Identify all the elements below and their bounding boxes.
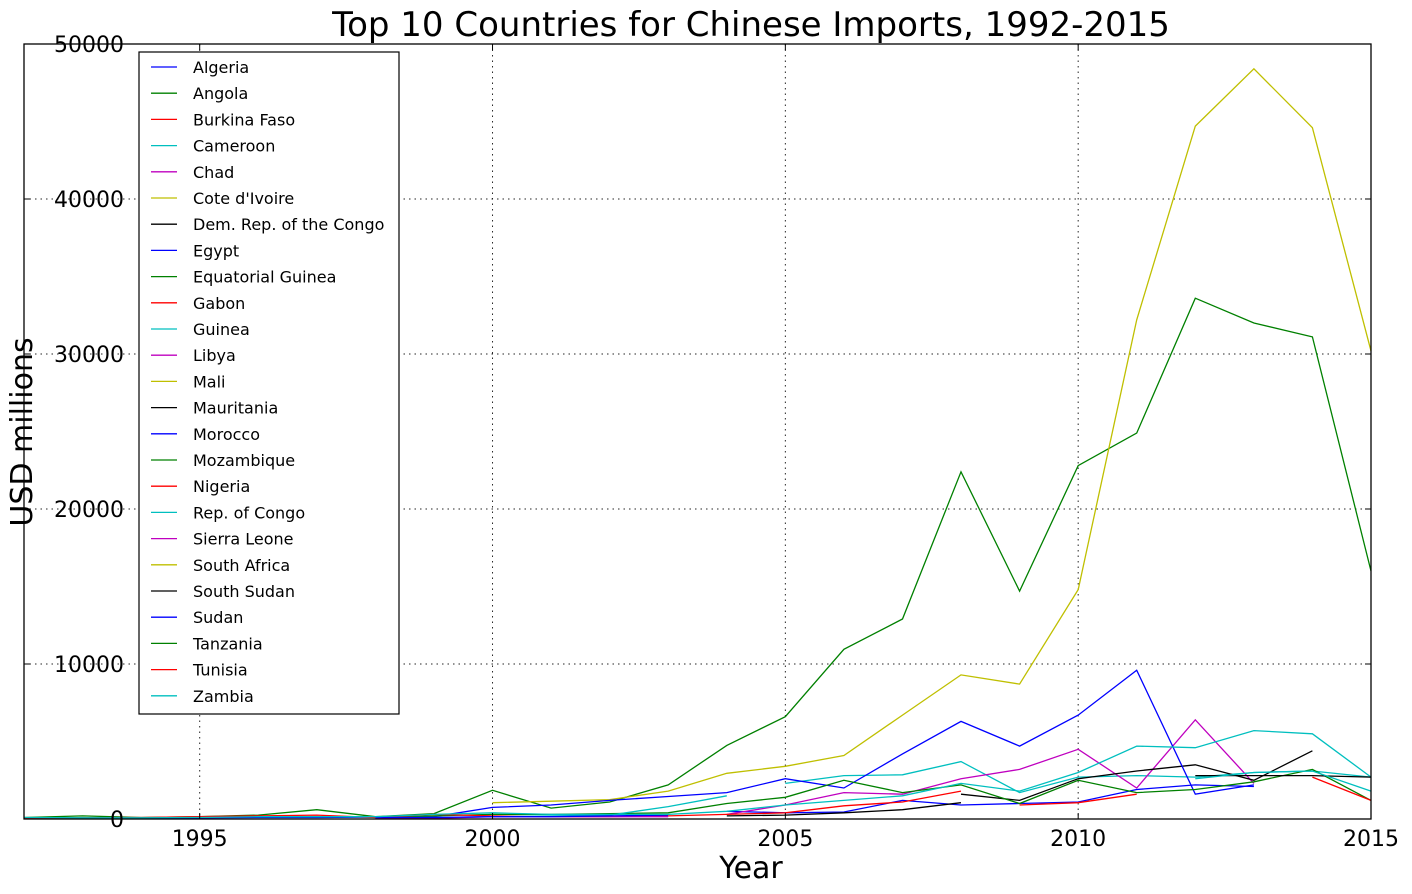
legend-entry: Rep. of Congo (193, 503, 305, 522)
y-tick-label: 50000 (54, 33, 124, 58)
legend-entry: Mauritania (193, 399, 278, 418)
legend-entry: Tanzania (192, 634, 263, 653)
legend-entry: Morocco (193, 425, 260, 444)
legend-box (138, 51, 400, 715)
legend-entry: Libya (193, 346, 236, 365)
y-tick-label: 10000 (54, 653, 124, 678)
x-tick-label: 2000 (465, 827, 521, 852)
legend-entry: South Africa (193, 556, 290, 575)
y-tick-label: 0 (110, 808, 124, 833)
legend-entry: Tunisia (192, 661, 248, 680)
legend-entry: Burkina Faso (193, 110, 295, 129)
legend-entry: Mozambique (193, 451, 295, 470)
series-line-4 (726, 718, 1255, 816)
x-tick-label: 2015 (1343, 827, 1399, 852)
legend-entry: Gabon (193, 294, 245, 313)
legend-entry: Angola (193, 84, 248, 103)
series-line-24 (1195, 770, 1372, 792)
legend-entry: Chad (193, 163, 234, 182)
chart-title: Top 10 Countries for Chinese Imports, 19… (331, 5, 1170, 45)
legend: Algeria Angola Burkina Faso Cameroon Chad Cot… (138, 51, 400, 715)
legend-entry: Egypt (193, 241, 239, 260)
series-line-13 (726, 802, 962, 817)
legend-entry: Dem. Rep. of the Congo (193, 215, 384, 234)
plot-frame (23, 43, 1372, 820)
legend-entry: South Sudan (193, 582, 295, 601)
y-tick-label: 40000 (54, 188, 124, 213)
legend-entry: Sierra Leone (193, 530, 293, 549)
series-lines (23, 67, 1372, 819)
legend-entry: Sudan (193, 608, 243, 627)
series-line-2 (1019, 793, 1137, 806)
series-line-1 (23, 297, 1372, 819)
series-line-17 (23, 729, 1372, 819)
legend-entry: Cote d'Ivoire (193, 189, 294, 208)
x-axis-label: Year (718, 851, 783, 886)
series-line-6 (960, 750, 1313, 802)
x-tick-label: 1995 (172, 827, 228, 852)
legend-entry: Zambia (193, 687, 254, 706)
legend-entry: Nigeria (193, 477, 250, 496)
series-line-16 (1312, 776, 1372, 802)
legend-entry: Cameroon (193, 137, 275, 156)
legend-entry: Equatorial Guinea (193, 268, 336, 287)
series-line-5 (492, 67, 1372, 804)
legend-entry: Guinea (193, 320, 250, 339)
series-line-14 (375, 814, 669, 819)
grid (24, 44, 1372, 819)
x-tick-label: 2010 (1050, 827, 1106, 852)
axis-ticks: 1995 2000 2005 2010 2015 0 10000 20000 30000 4000… (24, 33, 1399, 852)
series-line-0 (726, 784, 1254, 814)
x-tick-label: 2005 (757, 827, 813, 852)
y-tick-label: 30000 (54, 343, 124, 368)
y-axis-label: USD millions (5, 337, 40, 526)
y-tick-label: 20000 (54, 498, 124, 523)
legend-entry: Algeria (193, 58, 249, 77)
legend-entry: Mali (193, 372, 226, 391)
